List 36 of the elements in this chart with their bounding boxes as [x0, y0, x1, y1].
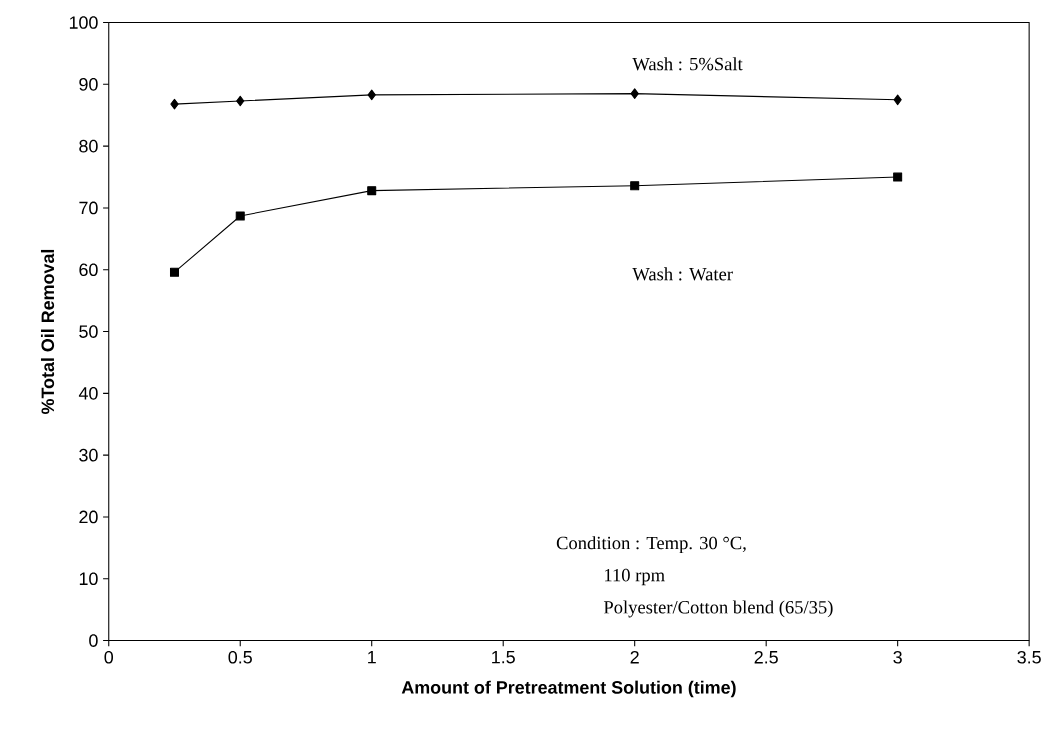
y-tick-label: 20: [79, 510, 98, 524]
x-tick-label: 3: [893, 650, 902, 664]
y-tick-label: 30: [79, 448, 98, 462]
y-tick-label: 40: [78, 387, 98, 400]
x-tick-label: 3.5: [1017, 650, 1041, 664]
point: [367, 89, 376, 101]
x-tick-label: 0: [104, 650, 114, 664]
point: [235, 211, 245, 221]
point: [893, 94, 902, 106]
point: [367, 186, 377, 196]
y-tick-label: 90: [79, 77, 98, 91]
y-tick-label: 60: [79, 263, 98, 277]
y-tick-label: 100: [69, 16, 98, 29]
annotation: Polyester/Cotton blend (65/35): [603, 600, 833, 618]
point: [170, 98, 179, 110]
annotation: Wash : 5%Salt: [632, 57, 743, 71]
point: [893, 172, 903, 182]
x-tick-label: 0.5: [228, 650, 252, 664]
y-tick-label: 80: [79, 139, 98, 153]
point: [630, 88, 639, 99]
point: [630, 181, 640, 191]
x-axis-title: Amount of Pretreatment Solution (time): [401, 680, 736, 698]
annotation: 110 rpm: [605, 568, 665, 586]
x-tick-label: 1: [368, 650, 376, 664]
y-tick-label: 50: [79, 325, 98, 338]
y-tick-label: 70: [79, 201, 98, 215]
x-tick-label: 2: [630, 650, 639, 664]
annotation: Condition : Temp. 30 °C,: [556, 536, 746, 554]
y-axis-title: %Total Oil Removal: [40, 249, 55, 415]
y-tick-label: 0: [89, 634, 98, 647]
x-tick-label: 1.5: [492, 650, 515, 664]
point: [236, 95, 245, 107]
annotation: Wash : Water: [632, 267, 733, 281]
y-tick-label: 10: [79, 572, 98, 586]
point: [169, 267, 179, 277]
x-tick-label: 2.5: [754, 650, 778, 664]
